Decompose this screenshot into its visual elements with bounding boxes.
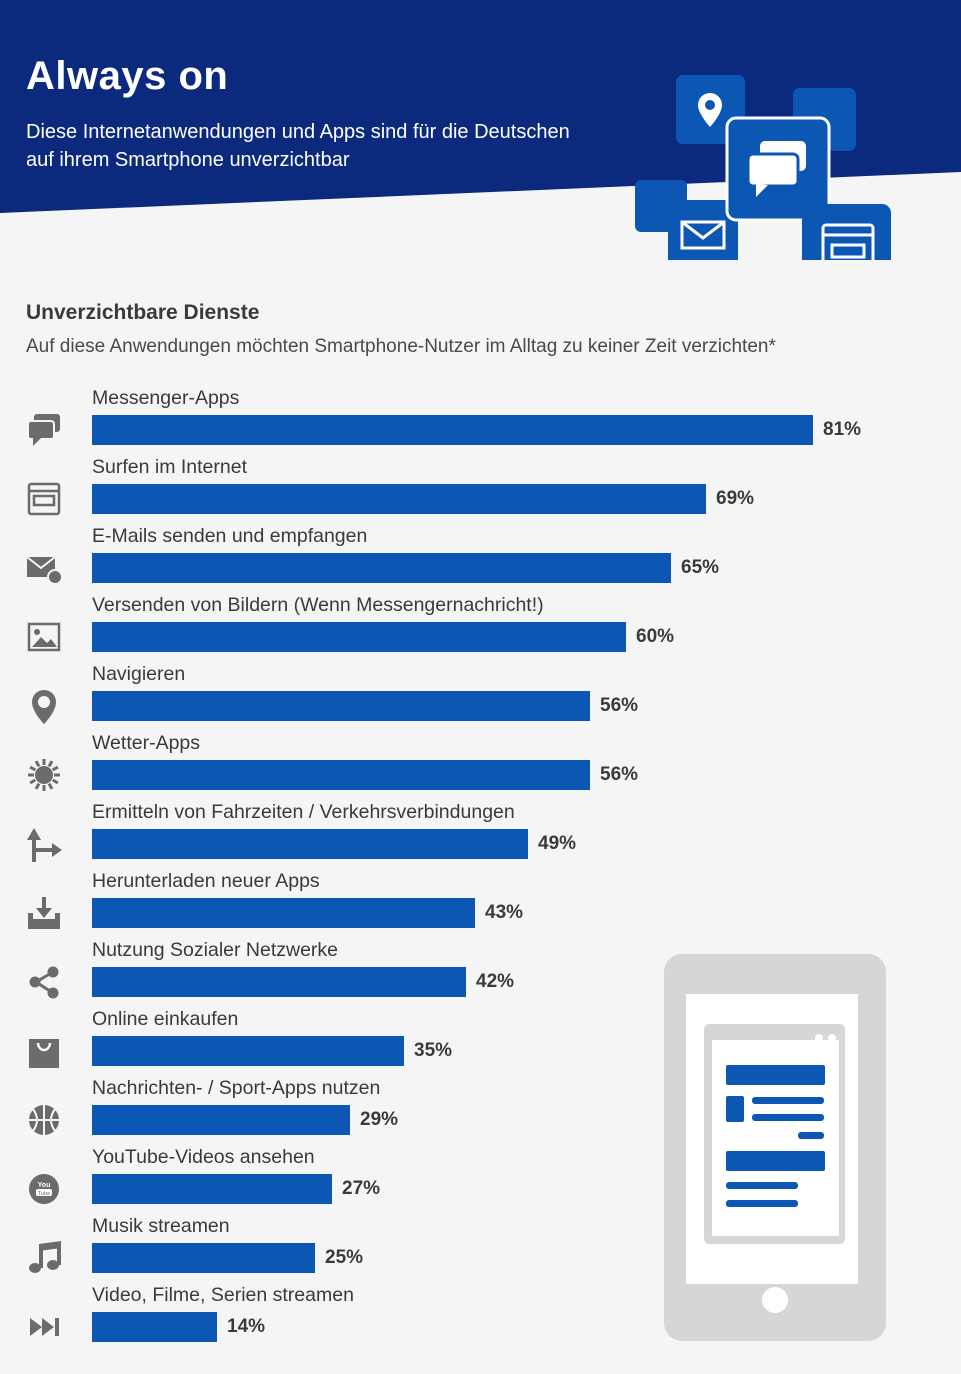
chart-row: Musik streamen 25%: [0, 1215, 961, 1286]
chat-bubbles-icon: [27, 414, 60, 446]
fast-forward-icon: [30, 1318, 59, 1336]
category-label: Online einkaufen: [92, 1008, 239, 1030]
value-label: 81%: [823, 419, 862, 440]
chart-row: Ermitteln von Fahrzeiten / Verkehrsverbi…: [0, 801, 961, 872]
bar: [92, 829, 528, 859]
bar: [92, 967, 466, 997]
category-label: Surfen im Internet: [92, 456, 247, 478]
chart-subtitle: Auf diese Anwendungen möchten Smartphone…: [26, 336, 776, 357]
svg-text:Tube: Tube: [38, 1191, 50, 1197]
chart-row: E-Mails senden und empfangen 65%: [0, 525, 961, 596]
location-pin-icon: [32, 690, 56, 724]
category-label: E-Mails senden und empfangen: [92, 525, 368, 547]
share-icon: [29, 966, 59, 999]
category-label: YouTube-Videos ansehen: [92, 1146, 315, 1168]
browser-window-icon: [802, 204, 891, 260]
page-subtitle: Diese Internetanwendungen und Apps sind …: [26, 121, 570, 171]
bar: [92, 898, 475, 928]
chart-row: Herunterladen neuer Apps 43%: [0, 870, 961, 941]
chart-row: Navigieren 56%: [0, 663, 961, 734]
category-label: Navigieren: [92, 663, 186, 685]
page-title: Always on: [26, 54, 229, 98]
chat-bubbles-icon: [725, 116, 831, 222]
image-icon: [27, 622, 61, 652]
basketball-icon: [29, 1105, 59, 1135]
bar: [92, 484, 706, 514]
chart-row: Video, Filme, Serien streamen 14%: [0, 1284, 961, 1355]
bar: [92, 691, 590, 721]
browser-window-icon: [27, 482, 61, 516]
header-background: [0, 0, 961, 260]
bar: [92, 1036, 404, 1066]
youtube-icon: You Tube: [29, 1174, 59, 1204]
value-label: 60%: [636, 626, 675, 647]
header: Always on Diese Internetanwendungen und …: [0, 0, 961, 260]
category-label: Wetter-Apps: [92, 732, 201, 754]
value-label: 69%: [716, 488, 755, 509]
value-label: 35%: [414, 1040, 453, 1061]
value-label: 43%: [485, 902, 524, 923]
category-label: Ermitteln von Fahrzeiten / Verkehrsverbi…: [92, 801, 515, 823]
category-label: Musik streamen: [92, 1215, 230, 1237]
value-label: 27%: [342, 1178, 381, 1199]
chart-row: Online einkaufen 35%: [0, 1008, 961, 1079]
bar: [92, 760, 590, 790]
category-label: Versenden von Bildern (Wenn Messengernac…: [92, 594, 544, 616]
bar: [92, 1312, 217, 1342]
category-label: Nachrichten- / Sport-Apps nutzen: [92, 1077, 381, 1099]
bar: [92, 553, 671, 583]
chart-row: Surfen im Internet 69%: [0, 456, 961, 527]
smartphone-illustration: [664, 954, 886, 1341]
shopping-bag-icon: [29, 1039, 59, 1068]
music-note-icon: [29, 1241, 61, 1273]
svg-text:You: You: [38, 1182, 51, 1189]
bar: [92, 622, 626, 652]
category-label: Nutzung Sozialer Netzwerke: [92, 939, 339, 961]
chart-row: Nachrichten- / Sport-Apps nutzen 29%: [0, 1077, 961, 1148]
chart-row: You Tube YouTube-Videos ansehen 27%: [0, 1146, 961, 1217]
mail-sync-icon: [26, 556, 63, 585]
chart-row: Nutzung Sozialer Netzwerke 42%: [0, 939, 961, 1010]
value-label: 65%: [681, 557, 720, 578]
bar: [92, 1105, 350, 1135]
value-label: 42%: [476, 971, 515, 992]
category-label: Video, Filme, Serien streamen: [92, 1284, 354, 1306]
value-label: 56%: [600, 764, 639, 785]
chart-title: Unverzichtbare Dienste: [26, 301, 260, 324]
category-label: Messenger-Apps: [92, 387, 240, 409]
value-label: 49%: [538, 833, 577, 854]
value-label: 56%: [600, 695, 639, 716]
chart-row: Versenden von Bildern (Wenn Messengernac…: [0, 594, 961, 665]
bar: [92, 1243, 315, 1273]
category-label: Herunterladen neuer Apps: [92, 870, 320, 892]
bar: [92, 415, 813, 445]
value-label: 25%: [325, 1247, 364, 1268]
sun-icon: [28, 759, 60, 791]
chart-row: Messenger-Apps 81%: [0, 387, 961, 458]
value-label: 14%: [227, 1316, 266, 1337]
chart-row: Wetter-Apps 56%: [0, 732, 961, 803]
value-label: 29%: [360, 1109, 399, 1130]
route-arrow-icon: [27, 828, 62, 862]
bar: [92, 1174, 332, 1204]
mail-icon: [635, 180, 738, 260]
download-tray-icon: [28, 897, 60, 929]
